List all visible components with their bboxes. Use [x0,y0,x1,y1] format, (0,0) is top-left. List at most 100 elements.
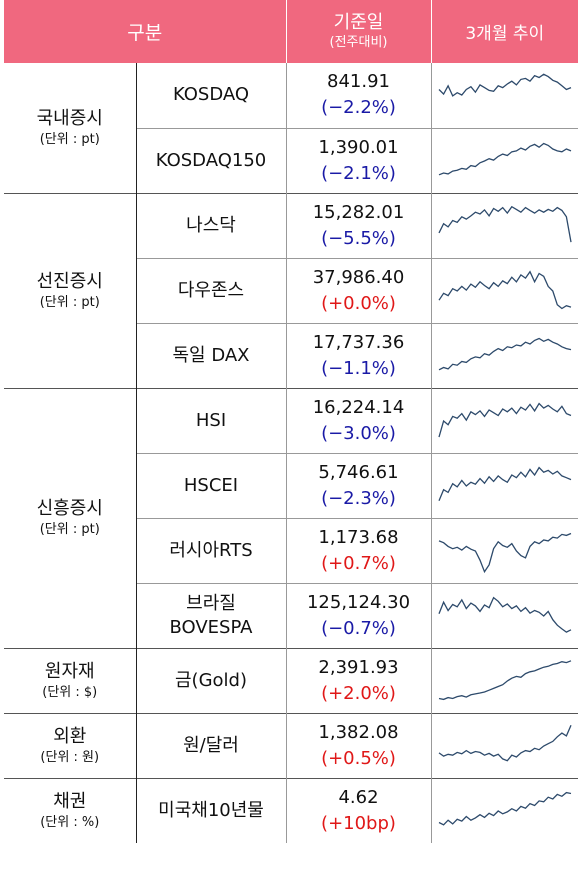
sparkline-line [438,596,572,633]
table-row: 국내증시 (단위 : pt) KOSDAQ 841.91 (−2.2%) [4,63,578,193]
sparkline-line [438,532,571,573]
table-row: 브라질 BOVESPA 125,124.30 (−0.7%) [4,582,578,648]
sparkline-svg [438,401,571,437]
index-change: (+0.7%) [321,552,396,574]
index-name-line: 브라질 [186,592,236,614]
index-value: 15,282.01 [312,201,405,223]
sparkline-line [438,337,571,370]
sparkline-line [438,401,571,437]
trend-sparkline [431,647,578,713]
sparkline-line [438,724,572,761]
header-trend: 3개월 추이 [431,0,578,63]
trend-sparkline [431,127,578,193]
sparkline-svg [438,337,571,370]
group-emerging: 신흥증시 (단위 : pt) [4,387,137,648]
table-row: 신흥증시 (단위 : pt) HSI 16,224.14 (−3.0%) [4,387,578,648]
group-bond: 채권 (단위 : %) [4,777,137,843]
index-change: (−2.2%) [321,97,396,119]
index-value: 1,382.08 [318,721,399,743]
sparkline-svg [438,724,572,761]
sparkline-line [438,466,571,501]
group-unit: (단위 : pt) [39,131,100,147]
group-unit: (단위 : $) [42,684,98,700]
trend-sparkline [431,517,578,583]
group-name: 원자재 [44,660,95,682]
index-name: 나스닥 [136,192,287,258]
group-developed: 선진증시 (단위 : pt) [4,192,137,388]
header-base-sub: (전주대비) [329,34,388,50]
index-value-cell: 125,124.30 (−0.7%) [286,582,432,648]
sparkline-svg [438,791,571,826]
index-value-cell: 5,746.61 (−2.3%) [286,452,432,518]
index-value-cell: 15,282.01 (−5.5%) [286,192,432,258]
market-table: 구분 기준일 (전주대비) 3개월 추이 국내증시 (단위 : pt) KOSD… [4,0,578,843]
table-row: 러시아RTS 1,173.68 (+0.7%) [4,517,578,583]
index-change: (−2.1%) [321,162,396,184]
index-change: (+10bp) [321,812,396,834]
sparkline-svg [438,596,572,633]
group-name: 국내증시 [36,107,103,129]
trend-sparkline [431,712,578,778]
trend-sparkline [431,452,578,518]
table-row: 원자재 (단위 : $) 금(Gold) 2,391.93 (+2.0%) [4,647,578,713]
table-row: 다우존스 37,986.40 (+0.0%) [4,257,578,323]
trend-sparkline [431,387,578,453]
sparkline-svg [438,466,571,501]
index-name: 다우존스 [136,257,287,323]
index-name: 금(Gold) [136,647,287,713]
index-change: (+2.0%) [321,682,396,704]
header-base: 기준일 (전주대비) [286,0,432,63]
index-value-cell: 4.62 (+10bp) [286,777,432,843]
index-name: 원/달러 [136,712,287,778]
index-value-cell: 17,737.36 (−1.1%) [286,322,432,388]
index-value-cell: 37,986.40 (+0.0%) [286,257,432,323]
index-name: 브라질 BOVESPA [136,582,287,648]
group-name: 외환 [53,725,87,747]
index-value-cell: 841.91 (−2.2%) [286,63,432,128]
index-name: 러시아RTS [136,517,287,583]
index-name: HSCEI [136,452,287,518]
trend-sparkline [431,582,578,648]
table-row: 채권 (단위 : %) 미국채10년물 4.62 (+10bp) [4,777,578,843]
index-value-cell: 16,224.14 (−3.0%) [286,387,432,453]
header-base-label: 기준일 [333,11,384,33]
index-value: 17,737.36 [312,331,405,353]
index-value: 2,391.93 [318,656,399,678]
sparkline-line [438,791,571,826]
index-value: 16,224.14 [312,396,405,418]
trend-sparkline [431,322,578,388]
index-change: (−2.3%) [321,487,396,509]
index-value: 125,124.30 [306,591,411,613]
header-category: 구분 [4,0,287,63]
sparkline-svg [438,73,571,98]
index-value-cell: 2,391.93 (+2.0%) [286,647,432,713]
sparkline-svg [438,659,571,700]
index-change: (+0.5%) [321,747,396,769]
index-name: HSI [136,387,287,453]
trend-sparkline [431,777,578,843]
group-name: 신흥증시 [36,498,103,519]
sparkline-line [438,142,571,175]
table-row: HSCEI 5,746.61 (−2.3%) [4,452,578,518]
index-change: (−3.0%) [321,422,396,444]
group-unit: (단위 : 원) [40,749,100,765]
sparkline-line [438,269,571,309]
group-unit: (단위 : pt) [39,522,100,537]
index-change: (+0.0%) [321,292,396,314]
sparkline-line [438,73,571,98]
group-fx: 외환 (단위 : 원) [4,712,137,778]
index-value: 1,390.01 [318,136,399,158]
trend-sparkline [431,192,578,258]
index-change: (−1.1%) [321,357,396,379]
index-name: KOSDAQ150 [136,127,287,193]
index-value: 841.91 [327,71,390,93]
trend-sparkline [431,63,578,128]
index-name: 독일 DAX [136,322,287,388]
sparkline-line [438,205,572,242]
index-value-cell: 1,173.68 (+0.7%) [286,517,432,583]
table-row: KOSDAQ150 1,390.01 (−2.1%) [4,127,578,193]
group-unit: (단위 : %) [40,814,100,830]
sparkline-svg [438,205,572,242]
sparkline-svg [438,532,571,573]
index-name: KOSDAQ [136,63,287,128]
